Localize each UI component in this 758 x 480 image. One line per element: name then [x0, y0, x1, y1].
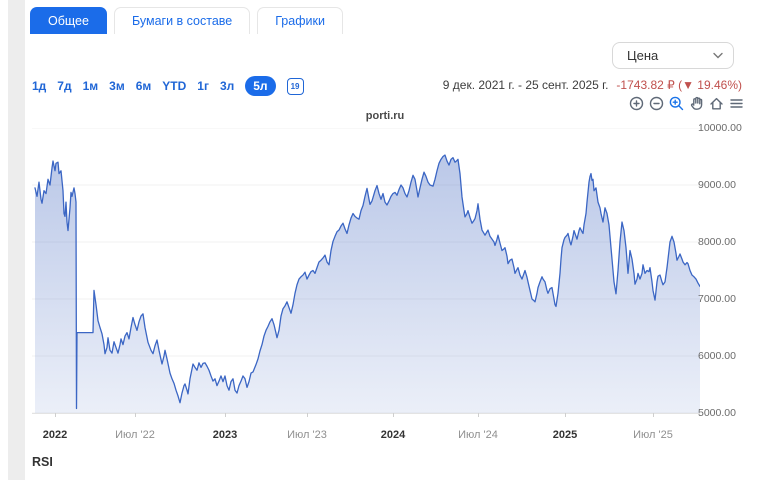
date-range-text: 9 дек. 2021 г. - 25 сент. 2025 г. — [442, 78, 609, 92]
period-5y[interactable]: 5л — [245, 76, 276, 96]
selection-zoom-icon[interactable] — [668, 95, 684, 111]
period-1m[interactable]: 1м — [82, 79, 99, 93]
x-axis-tick-label: Июл '23 — [287, 429, 327, 441]
x-axis-ticks — [32, 413, 700, 418]
period-selector: 1д 7д 1м 3м 6м YTD 1г 3л 5л 19 — [32, 76, 304, 96]
y-axis-tick-label: 7000.00 — [698, 293, 736, 305]
tab-general[interactable]: Общее — [30, 7, 107, 34]
period-1y[interactable]: 1г — [197, 79, 209, 93]
watermark: porti.ru — [365, 110, 405, 122]
period-ytd[interactable]: YTD — [162, 79, 187, 93]
x-axis-tick — [135, 413, 136, 417]
tab-securities[interactable]: Бумаги в составе — [113, 7, 251, 34]
tab-charts[interactable]: Графики — [257, 7, 343, 34]
y-axis-tick-label: 8000.00 — [698, 236, 736, 248]
y-axis-tick-label: 10000.00 — [698, 122, 742, 134]
x-axis-labels: 2022 Июл '22 2023 Июл '23 2024 Июл '24 2025 Июл… — [32, 429, 700, 443]
price-line — [34, 154, 700, 410]
page-edge-strip — [8, 0, 25, 480]
home-reset-icon[interactable] — [708, 95, 724, 111]
metric-dropdown[interactable]: Цена — [612, 42, 734, 69]
x-axis-tick — [55, 413, 56, 417]
area-fill — [35, 155, 700, 413]
price-chart[interactable] — [32, 128, 700, 413]
x-axis-tick — [565, 413, 566, 417]
zoom-out-icon[interactable] — [648, 95, 664, 111]
x-axis-tick-label: Июл '24 — [458, 429, 498, 441]
calendar-icon[interactable]: 19 — [286, 77, 304, 95]
pan-hand-icon[interactable] — [688, 95, 704, 111]
tab-bar: Общее Бумаги в составе Графики — [30, 7, 343, 34]
period-1d[interactable]: 1д — [32, 79, 47, 93]
x-axis-line — [32, 413, 700, 414]
x-axis-tick-label: 2025 — [552, 429, 578, 441]
x-axis-tick — [653, 413, 654, 417]
x-axis-tick-label: 2022 — [42, 429, 68, 441]
period-3m[interactable]: 3м — [109, 79, 125, 93]
x-axis-tick-label: Июл '25 — [633, 429, 673, 441]
x-axis-tick-label: 2024 — [380, 429, 406, 441]
period-3y[interactable]: 3л — [219, 79, 235, 93]
chevron-down-icon — [713, 52, 723, 59]
y-axis-tick-label: 5000.00 — [698, 407, 736, 419]
price-chart-svg — [32, 128, 700, 413]
zoom-in-icon[interactable] — [628, 95, 644, 111]
x-axis-tick — [225, 413, 226, 417]
x-axis-tick-label: 2023 — [212, 429, 238, 441]
period-6m[interactable]: 6м — [135, 79, 152, 93]
chart-toolbar — [628, 95, 744, 111]
y-axis-labels: 10000.00 9000.00 8000.00 7000.00 6000.00 5000… — [698, 122, 756, 419]
y-axis-tick-label: 9000.00 — [698, 179, 736, 191]
metric-dropdown-value: Цена — [627, 48, 659, 63]
y-axis-tick-label: 6000.00 — [698, 350, 736, 362]
x-axis-tick — [307, 413, 308, 417]
menu-icon[interactable] — [728, 95, 744, 111]
x-axis-tick-label: Июл '22 — [115, 429, 155, 441]
price-change-text: -1743.82 ₽ (▼ 19.46%) — [616, 78, 742, 92]
x-axis-tick — [393, 413, 394, 417]
rsi-section-label: RSI — [32, 455, 53, 469]
summary-row: 9 дек. 2021 г. - 25 сент. 2025 г. -1743.… — [443, 78, 742, 92]
x-axis-tick — [478, 413, 479, 417]
period-7d[interactable]: 7д — [57, 79, 72, 93]
